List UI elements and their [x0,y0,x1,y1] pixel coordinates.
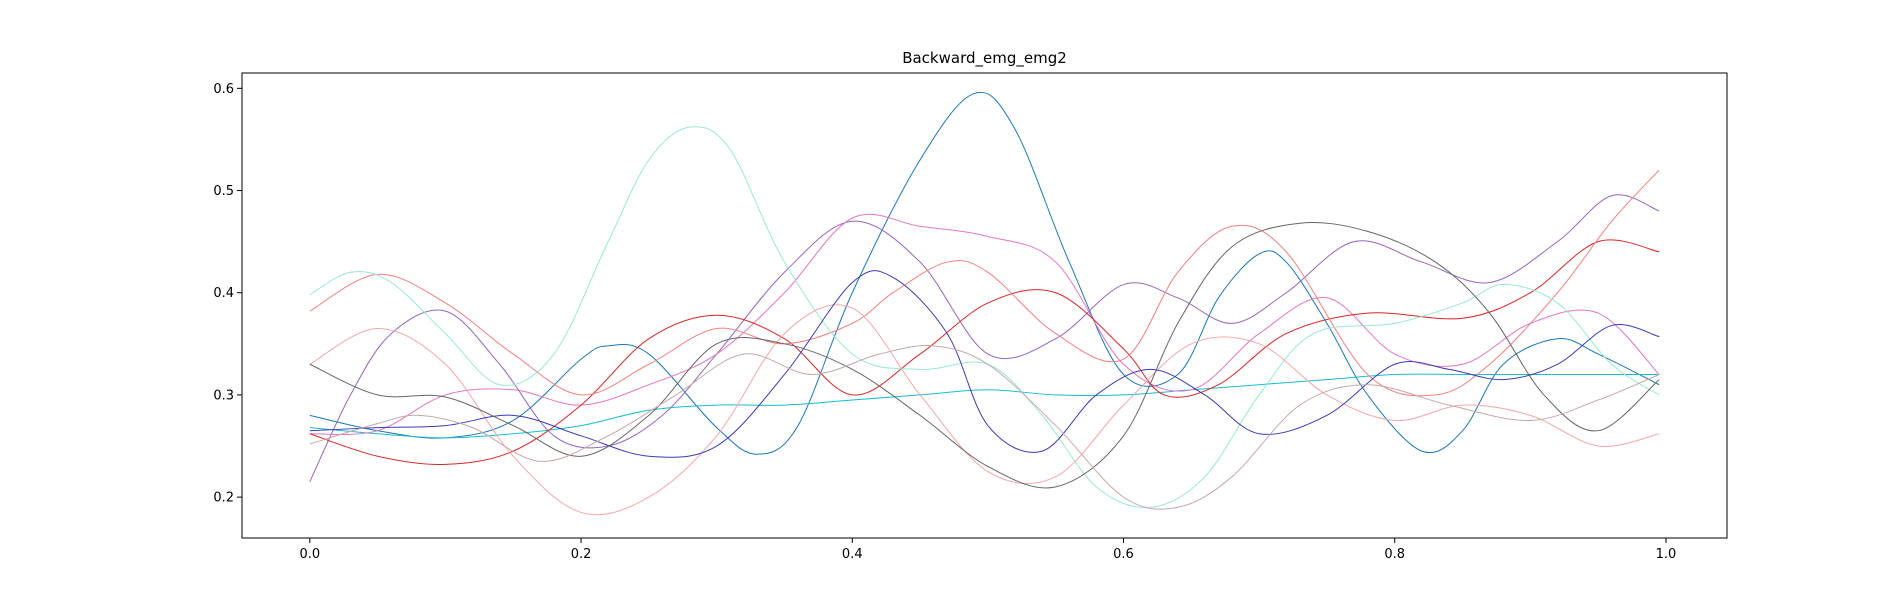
series-line-6 [309,169,1660,397]
x-tick-label: 0.4 [842,547,863,562]
series-line-8 [309,304,1660,516]
series-lines [309,91,1660,516]
y-axis: 0.2 0.3 0.4 0.5 0.6 [213,82,242,506]
series-line-4 [309,213,1660,435]
x-tick-label: 0.6 [1113,547,1134,562]
x-tick-label: 0.2 [571,547,592,562]
series-line-1 [309,91,1660,455]
y-tick-label: 0.4 [213,286,234,301]
y-tick-label: 0.2 [213,491,234,506]
x-tick-label: 0.0 [299,547,320,562]
x-tick-label: 1.0 [1656,547,1677,562]
series-line-5 [309,239,1660,466]
y-tick-label: 0.5 [213,184,234,199]
series-line-7 [309,126,1660,509]
y-tick-label: 0.3 [213,388,234,403]
y-tick-label: 0.6 [213,82,234,97]
x-tick-label: 0.8 [1384,547,1405,562]
plot-frame [241,72,1728,539]
series-line-2 [309,373,1660,439]
x-axis: 0.0 0.2 0.4 0.6 0.8 1.0 [299,538,1676,562]
series-line-3 [309,194,1660,483]
series-line-10 [309,221,1660,489]
series-line-9 [309,270,1660,458]
series-line-11 [309,345,1660,510]
chart-title: Backward_emg_emg2 [902,49,1067,68]
